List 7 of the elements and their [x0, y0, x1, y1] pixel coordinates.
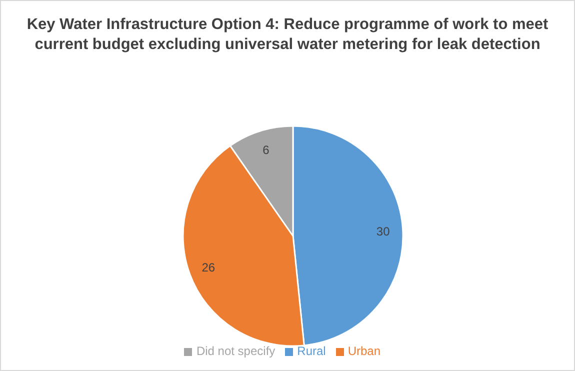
chart-title: Key Water Infrastructure Option 4: Reduce programme of work to meet current budget excluding universal water metering for leak detection [26, 15, 550, 55]
legend-label: Did not specify [196, 344, 276, 358]
legend-label: Rural [297, 344, 326, 358]
data-label: 6 [262, 142, 270, 157]
data-label: 26 [202, 260, 216, 274]
data-label: 30 [376, 224, 390, 238]
legend-label: Urban [348, 344, 381, 358]
